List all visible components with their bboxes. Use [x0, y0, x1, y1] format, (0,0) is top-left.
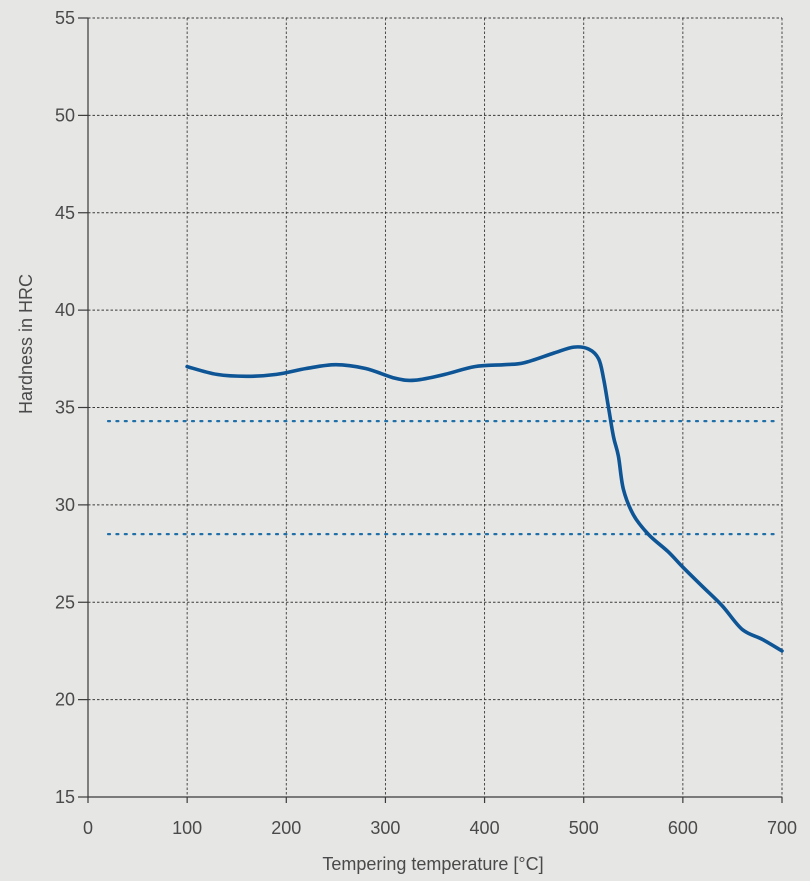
y-tick-label: 40 [55, 300, 75, 320]
x-tick-label: 0 [83, 818, 93, 838]
y-tick-label: 50 [55, 105, 75, 125]
y-axis-title: Hardness in HRC [16, 274, 36, 414]
x-tick-label: 600 [668, 818, 698, 838]
x-tick-label: 300 [370, 818, 400, 838]
x-axis-title: Tempering temperature [°C] [322, 854, 543, 874]
x-tick-label: 100 [172, 818, 202, 838]
y-tick-label: 30 [55, 495, 75, 515]
y-tick-label: 55 [55, 8, 75, 28]
y-tick-label: 45 [55, 203, 75, 223]
x-tick-label: 400 [470, 818, 500, 838]
y-tick-label: 25 [55, 592, 75, 612]
reference-lines [106, 420, 776, 536]
x-tick-label: 500 [569, 818, 599, 838]
x-tick-labels: 0 100 200 300 400 500 600 700 [83, 818, 797, 838]
axes [78, 17, 783, 803]
y-tick-label: 15 [55, 787, 75, 807]
series [185, 345, 784, 653]
hardness-curve [185, 345, 784, 653]
x-tick-label: 700 [767, 818, 797, 838]
x-tick-label: 200 [271, 818, 301, 838]
y-tick-label: 35 [55, 398, 75, 418]
y-tick-labels: 15 20 25 30 35 40 45 50 55 [55, 8, 75, 807]
y-tick-label: 20 [55, 690, 75, 710]
grid-lines [88, 17, 783, 797]
